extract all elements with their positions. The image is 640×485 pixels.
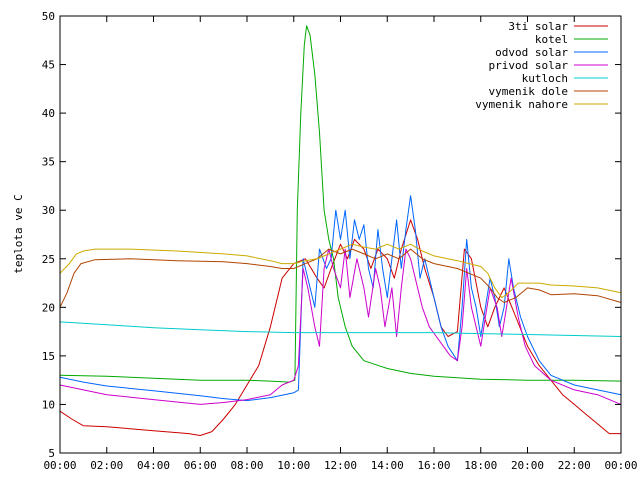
- series-line-vymenik-dole: [59, 248, 622, 308]
- y-tick-label: 25: [42, 253, 55, 266]
- axis-ticks: [59, 15, 622, 454]
- y-tick-label: 10: [42, 398, 55, 411]
- series-line-3ti-solar: [59, 219, 621, 436]
- x-tick-label: 06:00: [184, 459, 217, 472]
- x-tick-label: 22:00: [558, 459, 591, 472]
- x-tick-label: 00:00: [604, 459, 637, 472]
- legend-label: odvod solar: [495, 46, 568, 59]
- series-line-privod-solar: [59, 248, 622, 405]
- y-tick-label: 50: [42, 10, 55, 23]
- x-tick-label: 02:00: [90, 459, 123, 472]
- legend-label: kotel: [535, 33, 568, 46]
- y-axis-label: teplota ve C: [12, 194, 25, 273]
- x-tick-label: 18:00: [464, 459, 497, 472]
- x-tick-label: 00:00: [43, 459, 76, 472]
- legend-label: kutloch: [522, 72, 568, 85]
- series-line-odvod-solar: [59, 195, 622, 402]
- y-tick-label: 15: [42, 350, 55, 363]
- y-tick-labels: 5 10 15 20 25 30 35 40 45 50: [42, 10, 55, 460]
- y-tick-label: 20: [42, 301, 55, 314]
- y-tick-label: 5: [48, 447, 55, 460]
- series-lines: [59, 25, 622, 436]
- x-tick-labels: 00:00 02:00 04:00 06:00 08:00 10:00 12:00 14:00…: [43, 459, 637, 472]
- x-tick-label: 10:00: [277, 459, 310, 472]
- x-tick-label: 08:00: [230, 459, 263, 472]
- series-line-vymenik-nahore: [59, 243, 622, 299]
- legend-label: vymenik dole: [489, 85, 568, 98]
- x-tick-label: 04:00: [137, 459, 170, 472]
- legend-label: 3ti solar: [508, 20, 568, 33]
- x-tick-label: 12:00: [324, 459, 357, 472]
- series-line-kutloch: [59, 321, 622, 337]
- y-tick-label: 30: [42, 204, 55, 217]
- series-line-kotel: [59, 25, 622, 383]
- x-tick-label: 20:00: [511, 459, 544, 472]
- y-tick-label: 35: [42, 156, 55, 169]
- legend-label: privod solar: [489, 59, 569, 72]
- x-tick-label: 16:00: [417, 459, 450, 472]
- x-tick-label: 14:00: [371, 459, 404, 472]
- y-tick-label: 40: [42, 107, 55, 120]
- y-tick-label: 45: [42, 59, 55, 72]
- legend-label: vymenik nahore: [475, 98, 568, 111]
